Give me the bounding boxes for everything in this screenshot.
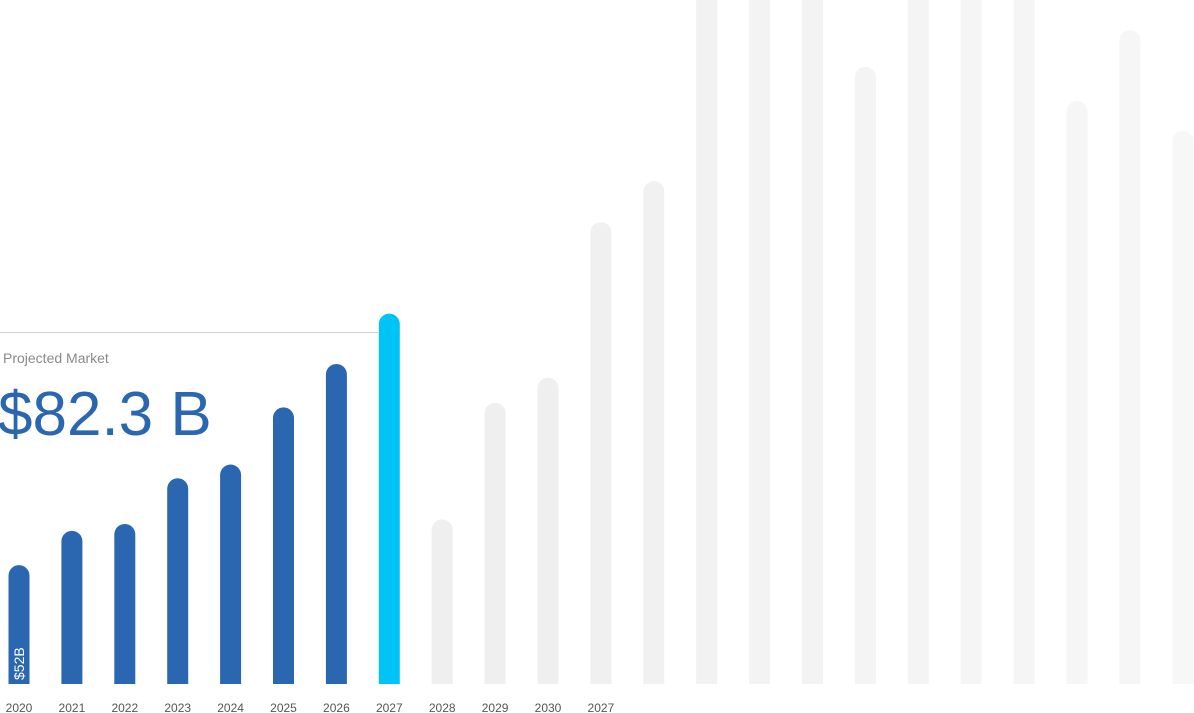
- x-tick-label: 2020: [6, 701, 33, 713]
- x-tick-label: 2028: [429, 701, 456, 713]
- x-tick-label: 2027: [376, 701, 403, 713]
- label-group: 2021: [59, 701, 86, 713]
- label-group: 2026: [323, 701, 350, 713]
- label-group: 2028: [429, 701, 456, 713]
- bar: [8, 565, 30, 684]
- label-group: 2027: [376, 701, 403, 713]
- x-tick-label: 2022: [111, 701, 138, 713]
- x-tick-label: 2021: [59, 701, 86, 713]
- bar: [1119, 30, 1141, 685]
- label-group: 2030: [535, 701, 562, 713]
- bars: $52B: [8, 0, 1194, 685]
- x-tick-label: 2027: [588, 701, 615, 713]
- bar: [1013, 0, 1035, 684]
- bar: [907, 0, 929, 684]
- bar: [854, 66, 876, 684]
- label-group: 2027: [588, 701, 615, 713]
- label-group: 2025: [270, 701, 297, 713]
- label-group: 2022: [111, 701, 138, 713]
- label-group: 2020: [6, 701, 33, 713]
- callout-title: Projected Market: [3, 350, 109, 366]
- bar: [484, 402, 506, 684]
- bar: [749, 0, 771, 684]
- bar: [220, 464, 242, 684]
- x-tick-label: 2030: [535, 701, 562, 713]
- bar: [802, 0, 823, 684]
- bar: [590, 222, 612, 684]
- x-tick-label: 2025: [270, 701, 297, 713]
- bar: [378, 313, 400, 684]
- bar: [1066, 101, 1088, 685]
- label-group: 2029: [482, 701, 509, 713]
- bar: [114, 523, 136, 684]
- x-tick-label: 2023: [164, 701, 191, 713]
- bar: [167, 478, 189, 684]
- bar: [696, 0, 718, 684]
- bar: [960, 0, 982, 684]
- value-label: $52B: [11, 647, 27, 680]
- callout-value: $82.3 B: [0, 380, 212, 449]
- bar: [537, 377, 559, 684]
- x-tick-label: 2026: [323, 701, 350, 713]
- bar: [643, 181, 665, 684]
- bar: [273, 407, 294, 684]
- bar: [1172, 130, 1194, 685]
- x-tick-label: 2024: [217, 701, 244, 713]
- label-group: 2023: [164, 701, 191, 713]
- label-group: 2024: [217, 701, 244, 713]
- x-tick-label: 2029: [482, 701, 509, 713]
- bar: [431, 519, 453, 684]
- bar: [325, 363, 347, 684]
- bar: [61, 530, 83, 684]
